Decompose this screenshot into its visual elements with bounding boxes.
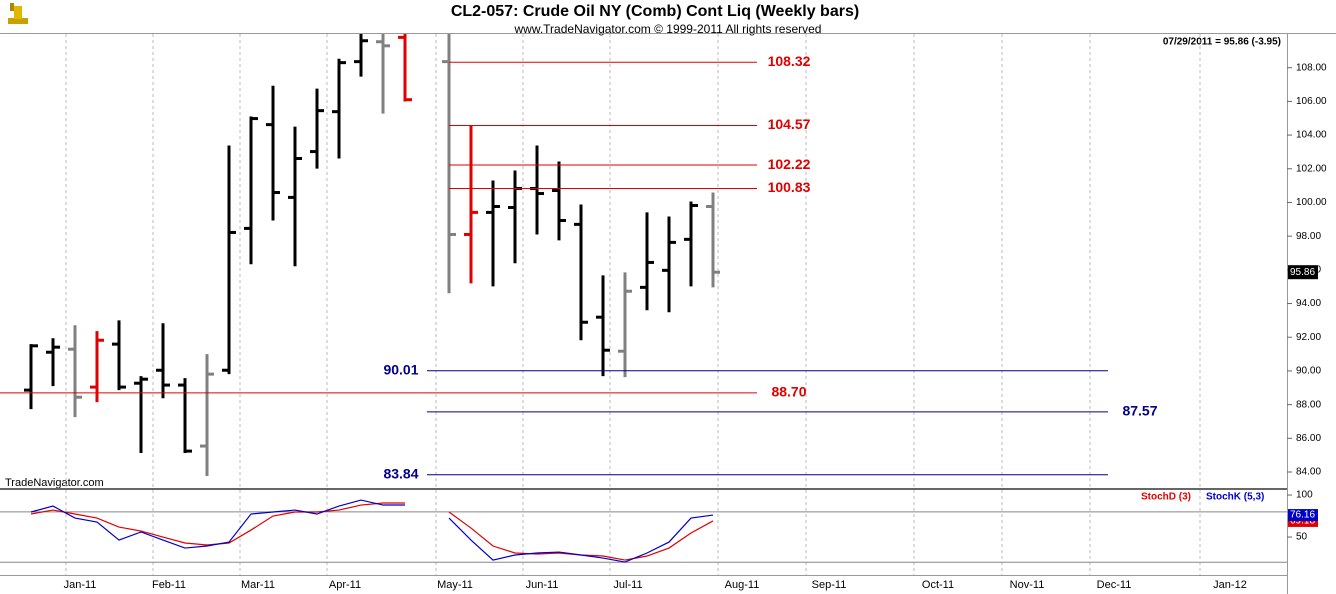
x-tick-label: Jul-11 [613, 579, 642, 591]
value-box-label: 69.18 [1290, 516, 1315, 527]
y-tick-label: 106.00 [1296, 96, 1327, 107]
x-tick-label: Jan-12 [1213, 579, 1247, 591]
x-tick-label: Oct-11 [922, 579, 954, 591]
level-label: 104.57 [768, 116, 811, 132]
y-tick-label: 104.00 [1296, 130, 1327, 141]
y-tick-label: 90.00 [1296, 366, 1321, 377]
x-tick-label: Mar-11 [241, 579, 275, 591]
y-tick-label: 108.00 [1296, 62, 1327, 73]
level-label: 83.84 [383, 465, 418, 481]
x-tick-label: Nov-11 [1010, 579, 1045, 591]
stoch-panel [30, 499, 714, 563]
y-tick-label: 50 [1296, 532, 1308, 543]
value-box-label: 76.16 [1290, 510, 1315, 521]
y-tick-label: 92.00 [1296, 332, 1321, 343]
level-label: 102.22 [768, 156, 811, 172]
x-tick-label: Jan-11 [64, 579, 97, 591]
legend-entry: StochD (3) [1141, 492, 1191, 503]
watermark: TradeNavigator.com [5, 477, 104, 489]
x-tick-label: Aug-11 [725, 579, 760, 591]
value-box [1288, 509, 1318, 522]
y-tick-label: 84.00 [1296, 467, 1321, 478]
x-tick-label: Jun-11 [526, 579, 559, 591]
level-label: 90.01 [383, 361, 418, 377]
y-tick-label: 102.00 [1296, 163, 1327, 174]
legend-entry: StochK (5,3) [1206, 492, 1264, 503]
y-tick-label: 86.00 [1296, 433, 1321, 444]
level-label: 100.83 [768, 179, 811, 195]
x-tick-label: May-11 [437, 579, 473, 591]
chart-title: CL2-057: Crude Oil NY (Comb) Cont Liq (W… [451, 3, 859, 20]
x-tick-label: Dec-11 [1097, 579, 1132, 591]
y-tick-label: 98.00 [1296, 231, 1321, 242]
last-price-label: 95.86 [1290, 267, 1315, 278]
y-tick-label: 88.00 [1296, 399, 1321, 410]
level-label: 108.32 [768, 53, 811, 69]
stoch-line [30, 499, 714, 563]
y-tick-label: 100 [1296, 490, 1313, 501]
x-tick-label: Feb-11 [152, 579, 186, 591]
level-label: 87.57 [1122, 403, 1157, 419]
y-tick-label: 100.00 [1296, 197, 1327, 208]
last-price-box [1288, 265, 1318, 280]
subtitle: www.TradeNavigator.com © 1999-2011 All r… [514, 22, 822, 36]
logo [8, 3, 28, 24]
x-tick-label: Apr-11 [329, 579, 361, 591]
x-tick-label: Sep-11 [812, 579, 847, 591]
y-tick-label: 94.00 [1296, 298, 1321, 309]
status: 07/29/2011 = 95.86 (-3.95) [1163, 37, 1281, 48]
level-label: 88.70 [771, 384, 806, 400]
